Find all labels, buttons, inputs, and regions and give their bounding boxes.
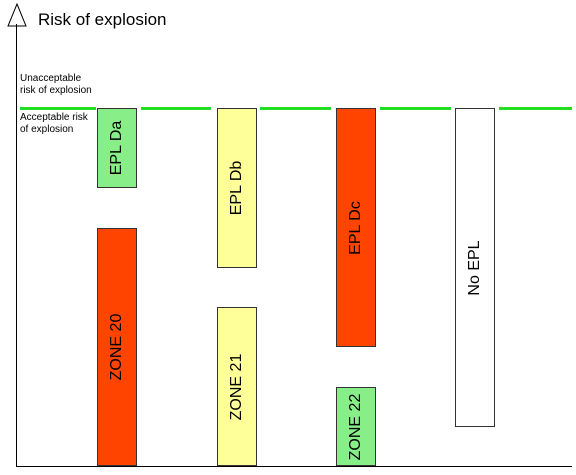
bar-label: No EPL [466,239,483,296]
bar-zone-20: ZONE 20 [97,228,137,466]
bar-no-epl: No EPL [455,108,495,427]
unacceptable-line-2: risk of explosion [20,85,92,96]
y-axis-line [16,24,17,466]
bar-label: ZONE 22 [347,393,364,460]
bar-label: EPL Db [228,160,245,216]
diagram-title: Risk of explosion [38,10,167,29]
bar-label: ZONE 21 [228,353,245,420]
acceptable-risk-note: Acceptable risk of explosion [20,112,88,136]
threshold-line-segment [380,107,451,110]
threshold-line-segment [20,107,96,110]
x-axis-line [16,466,572,467]
bar-label: EPL Da [108,120,125,176]
acceptable-line-2: of explosion [20,124,74,135]
bar-zone-22: ZONE 22 [336,387,376,466]
unacceptable-line-1: Unacceptable [20,73,82,84]
bar-epl-dc: EPL Dc [336,108,376,347]
bar-zone-21: ZONE 21 [217,307,257,466]
threshold-line-segment [141,107,211,110]
bar-epl-da: EPL Da [97,108,137,188]
bar-epl-db: EPL Db [217,108,257,268]
bar-label: ZONE 20 [108,313,125,381]
y-axis-arrow-icon [7,3,27,27]
threshold-line-segment [260,107,331,110]
bar-label: EPL Dc [347,200,364,255]
threshold-line-segment [499,107,572,110]
acceptable-line-1: Acceptable risk [20,112,88,123]
unacceptable-risk-note: Unacceptable risk of explosion [20,73,92,97]
